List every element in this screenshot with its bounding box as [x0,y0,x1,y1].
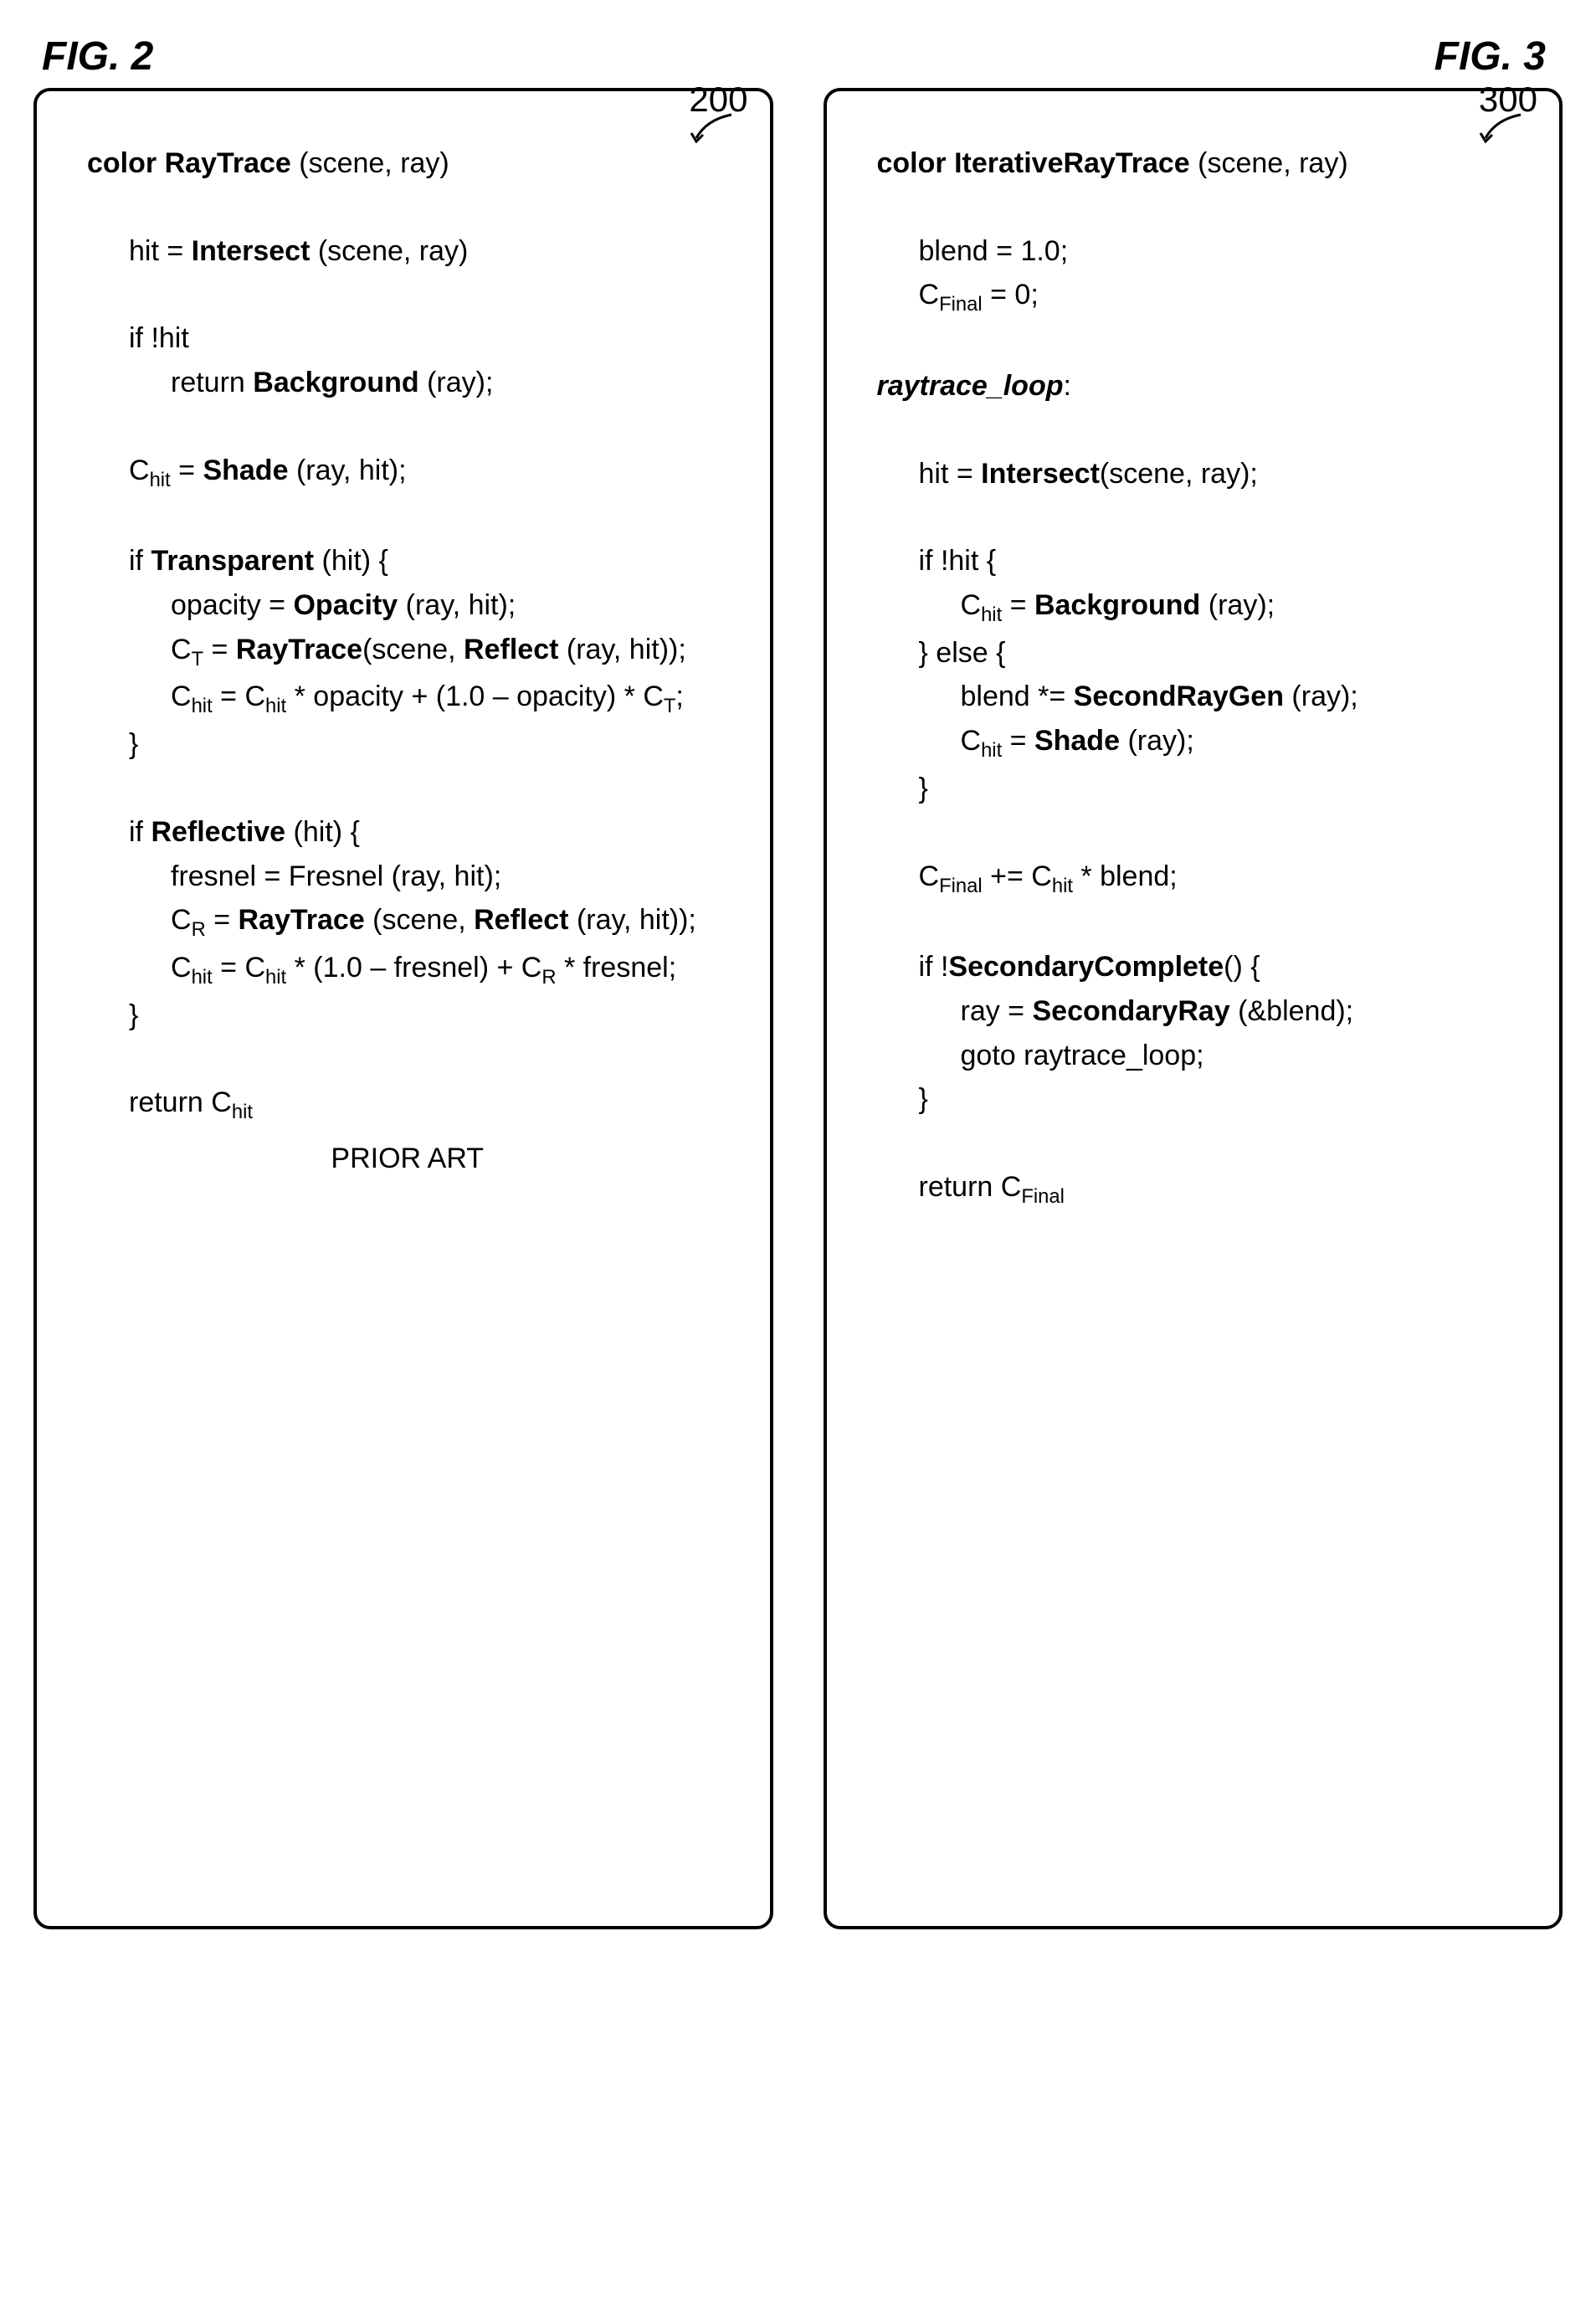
fig2-title: FIG. 2 [33,33,773,80]
code-line: CFinal += Chit * blend; [877,855,1518,902]
code-line: raytrace_loop: [877,364,1518,408]
code-line: goto raytrace_loop; [877,1034,1518,1078]
fig2-arrow-icon [690,113,740,146]
figure-2: FIG. 2 200 color RayTrace (scene, ray) h… [33,33,773,1929]
code-line: return CFinal [877,1165,1518,1213]
fig3-arrow-icon [1479,113,1529,146]
code-line: return Chit [87,1081,728,1128]
code-line: Chit = Chit * (1.0 – fresnel) + CR * fre… [87,946,728,994]
code-line: if Transparent (hit) { [87,539,728,583]
fig2-code-box: color RayTrace (scene, ray) hit = Inters… [33,88,773,1929]
blank-line [87,496,728,539]
code-line: } [877,767,1518,811]
blank-line [87,767,728,810]
code-line: Chit = Background (ray); [877,583,1518,631]
code-line: opacity = Opacity (ray, hit); [87,583,728,628]
code-line: } else { [877,631,1518,675]
code-line: } [87,722,728,767]
code-line: } [877,1077,1518,1122]
code-line: color RayTrace (scene, ray) [87,141,728,186]
code-line: if !hit [87,316,728,361]
code-line: Chit = Chit * opacity + (1.0 – opacity) … [87,675,728,722]
code-line: blend *= SecondRayGen (ray); [877,675,1518,719]
code-line: Chit = Shade (ray); [877,719,1518,767]
blank-line [87,405,728,449]
code-line: if !SecondaryComplete() { [877,945,1518,989]
blank-line [877,1122,1518,1165]
code-line: CFinal = 0; [877,273,1518,321]
blank-line [87,273,728,316]
blank-line [877,901,1518,945]
blank-line [87,1037,728,1081]
code-line: return Background (ray); [87,361,728,405]
blank-line [877,496,1518,539]
code-line: ray = SecondaryRay (&blend); [877,989,1518,1034]
code-line: hit = Intersect (scene, ray) [87,229,728,274]
code-line: blend = 1.0; [877,229,1518,274]
blank-line [877,321,1518,364]
code-line: } [87,994,728,1038]
fig3-title: FIG. 3 [824,33,1563,80]
code-line: if !hit { [877,539,1518,583]
code-line: if Reflective (hit) { [87,810,728,855]
prior-art-label: PRIOR ART [87,1137,728,1181]
fig3-code-box: color IterativeRayTrace (scene, ray) ble… [824,88,1563,1929]
code-line: CR = RayTrace (scene, Reflect (ray, hit)… [87,898,728,946]
figures-container: FIG. 2 200 color RayTrace (scene, ray) h… [33,33,1563,1929]
code-line: hit = Intersect(scene, ray); [877,452,1518,496]
blank-line [877,811,1518,855]
blank-line [87,186,728,229]
figure-3: FIG. 3 300 color IterativeRayTrace (scen… [824,33,1563,1929]
blank-line [877,408,1518,452]
blank-line [877,186,1518,229]
code-line: Chit = Shade (ray, hit); [87,449,728,496]
code-line: CT = RayTrace(scene, Reflect (ray, hit))… [87,628,728,675]
code-line: fresnel = Fresnel (ray, hit); [87,855,728,899]
code-line: color IterativeRayTrace (scene, ray) [877,141,1518,186]
